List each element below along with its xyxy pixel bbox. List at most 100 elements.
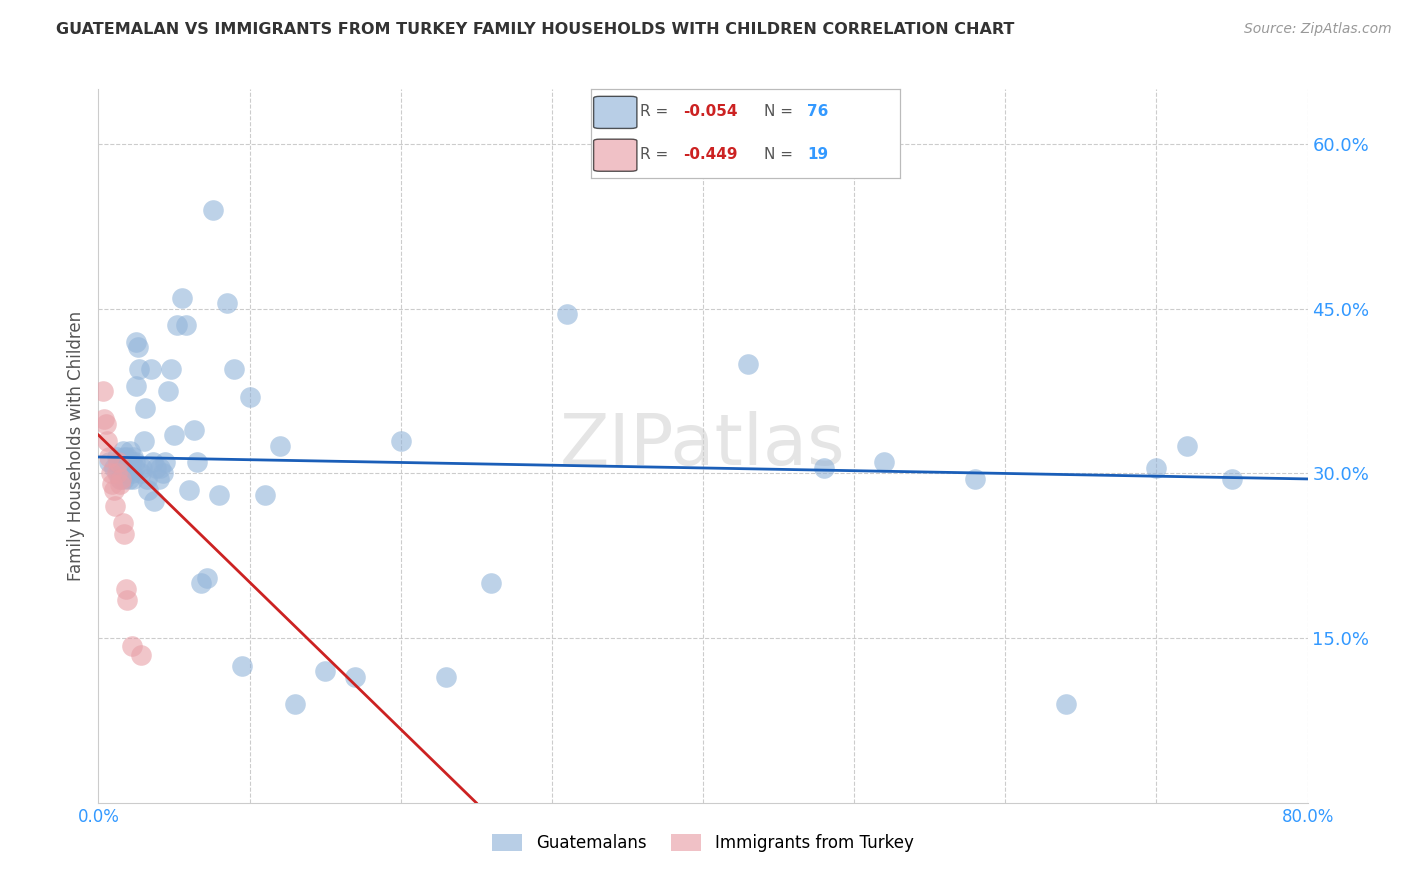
Point <box>125 334 148 349</box>
Point <box>115 592 138 607</box>
Point <box>100 467 122 481</box>
Point <box>314 664 336 678</box>
Point <box>132 434 155 448</box>
Point <box>128 362 150 376</box>
Point <box>111 461 134 475</box>
Point <box>555 307 578 321</box>
Point <box>152 467 174 481</box>
Point <box>125 378 148 392</box>
Point <box>134 401 156 415</box>
Text: 76: 76 <box>807 104 828 120</box>
Point <box>110 455 132 469</box>
Point <box>129 648 152 662</box>
Point <box>124 455 146 469</box>
Point <box>253 488 276 502</box>
Point <box>190 576 212 591</box>
Text: ZIPatlas: ZIPatlas <box>560 411 846 481</box>
Text: -0.449: -0.449 <box>683 147 738 162</box>
Point <box>183 423 205 437</box>
Y-axis label: Family Households with Children: Family Households with Children <box>66 311 84 581</box>
Point <box>118 455 141 469</box>
Point <box>344 669 367 683</box>
Point <box>121 455 143 469</box>
Point <box>96 434 118 448</box>
Point <box>103 461 125 475</box>
Point <box>1054 697 1077 711</box>
Point <box>115 450 138 464</box>
Point <box>124 461 146 475</box>
Point <box>98 450 121 464</box>
Point <box>174 318 197 333</box>
Point <box>115 467 138 481</box>
Text: N =: N = <box>763 104 797 120</box>
Point <box>98 455 121 469</box>
Text: R =: R = <box>640 104 673 120</box>
Point <box>141 362 163 376</box>
Point <box>481 576 503 591</box>
Point <box>112 526 135 541</box>
Point <box>101 477 124 491</box>
Point <box>389 434 412 448</box>
Point <box>737 357 759 371</box>
Point <box>873 455 896 469</box>
Point <box>156 384 179 398</box>
Point <box>145 461 167 475</box>
Point <box>93 411 115 425</box>
Point <box>208 488 231 502</box>
Point <box>160 362 183 376</box>
Point <box>129 467 152 481</box>
Point <box>215 296 238 310</box>
FancyBboxPatch shape <box>593 96 637 128</box>
Point <box>105 467 128 481</box>
Point <box>163 428 186 442</box>
Point <box>224 362 246 376</box>
Point <box>202 202 225 217</box>
Point <box>195 571 218 585</box>
Point <box>131 461 153 475</box>
Point <box>136 483 159 497</box>
Text: Source: ZipAtlas.com: Source: ZipAtlas.com <box>1244 22 1392 37</box>
Point <box>153 455 176 469</box>
Text: 19: 19 <box>807 147 828 162</box>
Point <box>108 477 131 491</box>
Point <box>121 467 143 481</box>
Point <box>111 516 134 530</box>
Text: GUATEMALAN VS IMMIGRANTS FROM TURKEY FAMILY HOUSEHOLDS WITH CHILDREN CORRELATION: GUATEMALAN VS IMMIGRANTS FROM TURKEY FAM… <box>56 22 1015 37</box>
Point <box>91 384 114 398</box>
Point <box>179 483 201 497</box>
Point <box>434 669 457 683</box>
Point <box>121 639 143 653</box>
Point <box>269 439 291 453</box>
Point <box>239 390 262 404</box>
FancyBboxPatch shape <box>593 139 637 171</box>
Point <box>114 582 136 596</box>
Point <box>186 455 208 469</box>
Point <box>120 444 142 458</box>
Point <box>111 444 134 458</box>
Point <box>166 318 188 333</box>
Point <box>114 461 136 475</box>
Point <box>1144 461 1167 475</box>
Text: N =: N = <box>763 147 797 162</box>
Point <box>1220 472 1243 486</box>
Point <box>149 461 172 475</box>
Point <box>122 450 145 464</box>
Point <box>813 461 835 475</box>
Point <box>148 472 170 486</box>
Point <box>108 472 131 486</box>
Point <box>104 500 127 514</box>
Point <box>103 483 125 497</box>
Point <box>284 697 307 711</box>
Point <box>1175 439 1198 453</box>
Point <box>965 472 987 486</box>
Point <box>122 472 145 486</box>
Point <box>107 467 129 481</box>
Point <box>120 461 142 475</box>
Point <box>112 472 135 486</box>
Text: R =: R = <box>640 147 673 162</box>
Point <box>94 417 117 431</box>
Point <box>110 472 132 486</box>
Point <box>112 450 135 464</box>
Point <box>127 340 149 354</box>
Point <box>107 455 129 469</box>
